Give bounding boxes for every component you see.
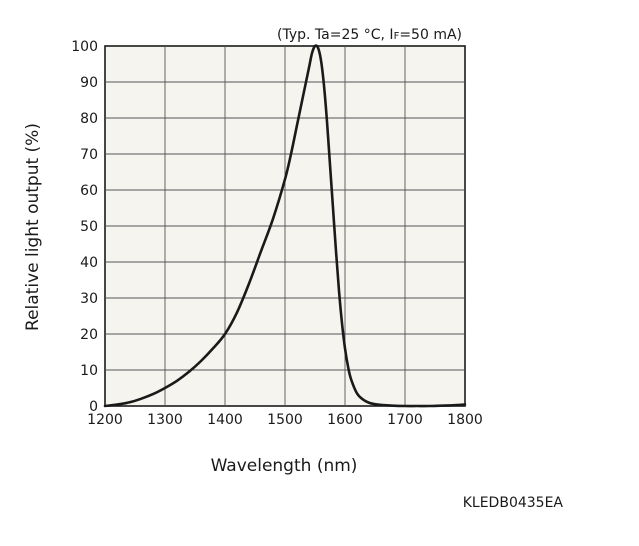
x-axis-tick-labels: 1200 1300 1400 1500 1600 1700 1800	[87, 412, 483, 428]
y-tick-label: 20	[80, 327, 98, 343]
measurement-conditions: (Typ. Ta=25 °C, IF=50 mA)	[277, 27, 462, 43]
grid-lines	[105, 46, 465, 406]
y-tick-label: 0	[89, 399, 98, 415]
y-tick-label: 40	[80, 255, 98, 271]
y-tick-label: 50	[80, 219, 98, 235]
x-axis-title: Wavelength (nm)	[211, 456, 358, 476]
y-axis-title: Relative light output (%)	[23, 123, 43, 331]
y-tick-label: 60	[80, 183, 98, 199]
x-tick-label: 1300	[147, 412, 183, 428]
y-axis-tick-labels: 0 10 20 30 40 50 60 70 80 90 100	[71, 39, 98, 415]
y-tick-label: 70	[80, 147, 98, 163]
x-tick-label: 1600	[327, 412, 363, 428]
y-tick-label: 100	[71, 39, 98, 55]
y-tick-label: 80	[80, 111, 98, 127]
y-tick-label: 30	[80, 291, 98, 307]
x-tick-label: 1500	[267, 412, 303, 428]
y-tick-label: 10	[80, 363, 98, 379]
x-tick-label: 1800	[447, 412, 483, 428]
document-code: KLEDB0435EA	[463, 495, 564, 511]
x-tick-label: 1700	[387, 412, 423, 428]
x-tick-label: 1200	[87, 412, 123, 428]
series-line	[103, 44, 467, 408]
x-tick-label: 1400	[207, 412, 243, 428]
y-tick-label: 90	[80, 75, 98, 91]
